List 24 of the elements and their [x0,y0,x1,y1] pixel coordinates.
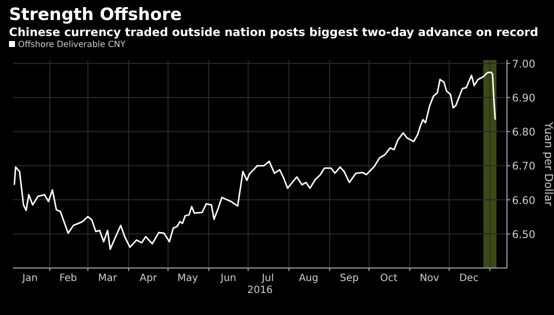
x-axis-title: 2016 [247,285,273,296]
y-tick-label: 6.70 [512,160,536,173]
x-tick-label: Sep [340,273,359,284]
x-tick-label: Jan [21,273,38,284]
x-tick-label: May [177,273,198,284]
x-tick-label: Jun [220,273,236,284]
legend-label: Offshore Deliverable CNY [18,40,126,50]
x-tick-label: Nov [420,273,440,284]
y-axis-title: Yuan per Dollar [542,121,554,206]
x-tick-label: Dec [459,273,479,284]
chart-subtitle: Chinese currency traded outside nation posts biggest two-day advance on record [9,25,538,39]
x-tick-label: Aug [298,273,318,284]
y-tick-label: 6.60 [512,194,536,207]
x-tick-label: Jul [260,273,274,284]
x-tick-label: Oct [380,273,398,284]
y-tick-label: 6.50 [512,228,536,241]
y-tick-label: 7.00 [512,58,536,70]
x-tick-label: Feb [59,273,78,284]
chart-title: Strength Offshore [9,5,182,25]
y-tick-label: 6.90 [512,92,536,105]
line-series [14,72,496,250]
x-tick-label: Apr [140,273,158,284]
y-tick-label: 6.80 [512,126,536,139]
x-tick-label: Mar [98,273,118,284]
